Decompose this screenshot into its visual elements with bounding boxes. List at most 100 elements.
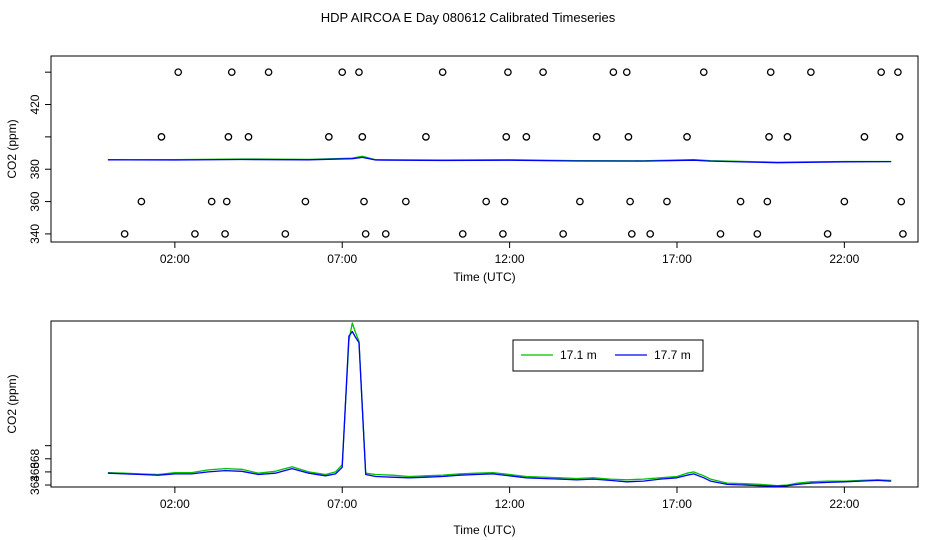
legend-label-17-7m: 17.7 m	[654, 348, 691, 362]
calibration-marker	[244, 133, 253, 141]
calibration-y-tick-label: 360	[28, 191, 42, 211]
calibration-marker	[358, 133, 367, 141]
calibration-marker	[281, 230, 290, 238]
calibration-y-tick-label: 420	[28, 94, 42, 114]
timeseries-series	[107, 322, 892, 487]
timeseries-plot-frame	[50, 320, 919, 488]
calibration-marker	[622, 68, 631, 77]
calibration-y-tick-label: 340	[28, 224, 42, 244]
chart-title: HDP AIRCOA E Day 080612 Calibrated Times…	[321, 10, 616, 25]
calibration-marker	[157, 133, 166, 141]
timeseries-x-axis-label: Time (UTC)	[453, 523, 515, 537]
calibration-y-axis-label: CO2 (ppm)	[5, 119, 19, 178]
timeseries-series-line-17-7m	[107, 330, 892, 487]
calibration-marker	[360, 197, 368, 206]
calibration-marker	[823, 230, 832, 238]
calibration-marker	[559, 230, 568, 238]
calibration-marker	[894, 68, 902, 77]
calibration-marker	[522, 133, 531, 141]
calibration-marker	[224, 133, 233, 141]
calibration-marker	[381, 230, 390, 238]
calibration-marker	[422, 133, 430, 141]
timeseries-y-tick-label: 368	[28, 448, 42, 468]
calibration-marker	[592, 133, 601, 141]
calibration-marker	[324, 133, 333, 141]
timeseries-x-tick-label: 22:00	[829, 497, 859, 511]
calibration-x-tick-label: 12:00	[495, 252, 525, 266]
calibration-marker	[301, 197, 310, 206]
calibration-marker	[207, 197, 216, 206]
calibration-y-tick-label: 380	[28, 159, 42, 179]
calibration-marker	[191, 230, 199, 238]
calibration-marker	[221, 230, 229, 238]
calibration-marker	[716, 230, 725, 238]
timeseries-x-tick-label: 12:00	[495, 497, 525, 511]
calibration-marker	[401, 197, 410, 206]
calibration-plot-frame	[50, 55, 919, 243]
calibration-x-tick-label: 22:00	[829, 252, 859, 266]
calibration-marker	[646, 230, 655, 238]
legend: 17.1 m 17.7 m	[512, 339, 704, 372]
calibration-marker	[783, 133, 792, 141]
calibration-marker	[877, 68, 886, 77]
calibration-x-axis-label: Time (UTC)	[453, 270, 515, 284]
calibration-marker	[897, 197, 906, 206]
calibration-series-line-17-7m	[107, 156, 892, 164]
calibration-marker	[807, 68, 815, 77]
calibration-marker	[499, 230, 507, 238]
calibration-marker	[609, 68, 618, 77]
timeseries-x-tick-label: 02:00	[160, 497, 190, 511]
calibration-marker	[458, 230, 467, 238]
calibration-series	[107, 155, 892, 164]
timeseries-x-tick-label: 07:00	[327, 497, 357, 511]
calibration-marker	[361, 230, 370, 238]
calibration-markers	[120, 68, 907, 238]
calibration-marker	[765, 133, 773, 141]
calibration-marker	[539, 68, 547, 77]
calibration-marker	[482, 197, 491, 206]
calibration-marker	[504, 68, 512, 77]
calibration-marker	[227, 68, 236, 77]
calibration-marker	[624, 133, 633, 141]
calibration-marker	[840, 197, 849, 206]
calibration-marker	[699, 68, 708, 77]
calibration-marker	[763, 197, 772, 206]
calibration-marker	[174, 68, 183, 77]
calibration-marker	[683, 133, 691, 141]
calibration-y-axis: 340 360 380 420	[28, 71, 51, 244]
calibration-marker	[736, 197, 745, 206]
calibration-marker	[753, 230, 762, 238]
legend-label-17-1m: 17.1 m	[560, 348, 597, 362]
calibration-marker	[500, 197, 509, 206]
calibration-marker	[264, 68, 273, 77]
calibration-marker	[895, 133, 904, 141]
calibration-marker	[626, 197, 634, 206]
calibration-marker	[438, 68, 447, 77]
calibration-marker	[502, 133, 511, 141]
calibration-marker	[860, 133, 869, 141]
calibration-marker	[766, 68, 775, 77]
calibration-marker	[576, 197, 584, 206]
calibration-marker	[120, 230, 129, 238]
calibration-x-axis: 02:00 07:00 12:00 17:00 22:00	[160, 242, 860, 266]
calibration-panel: 340 360 380 420 02:00 07:00 12:00 17:00 22:00 T…	[5, 55, 919, 284]
timeseries-x-axis: 02:00 07:00 12:00 17:00 22:00	[160, 487, 860, 511]
calibration-marker	[338, 68, 347, 77]
calibration-marker	[355, 68, 363, 77]
timeseries-y-tick-label: 364	[28, 475, 42, 495]
calibration-marker	[627, 230, 636, 238]
calibration-marker	[899, 230, 907, 238]
calibration-x-tick-label: 17:00	[662, 252, 692, 266]
calibration-x-tick-label: 02:00	[160, 252, 190, 266]
calibration-marker	[663, 197, 671, 206]
calibration-x-tick-label: 07:00	[327, 252, 357, 266]
timeseries-series-line-17-1m	[107, 322, 892, 487]
timeseries-y-axis-label: CO2 (ppm)	[5, 374, 19, 433]
timeseries-y-tick-label: 366	[28, 462, 42, 482]
timeseries-x-tick-label: 17:00	[662, 497, 692, 511]
calibration-marker	[137, 197, 146, 206]
calibration-marker	[222, 197, 231, 206]
